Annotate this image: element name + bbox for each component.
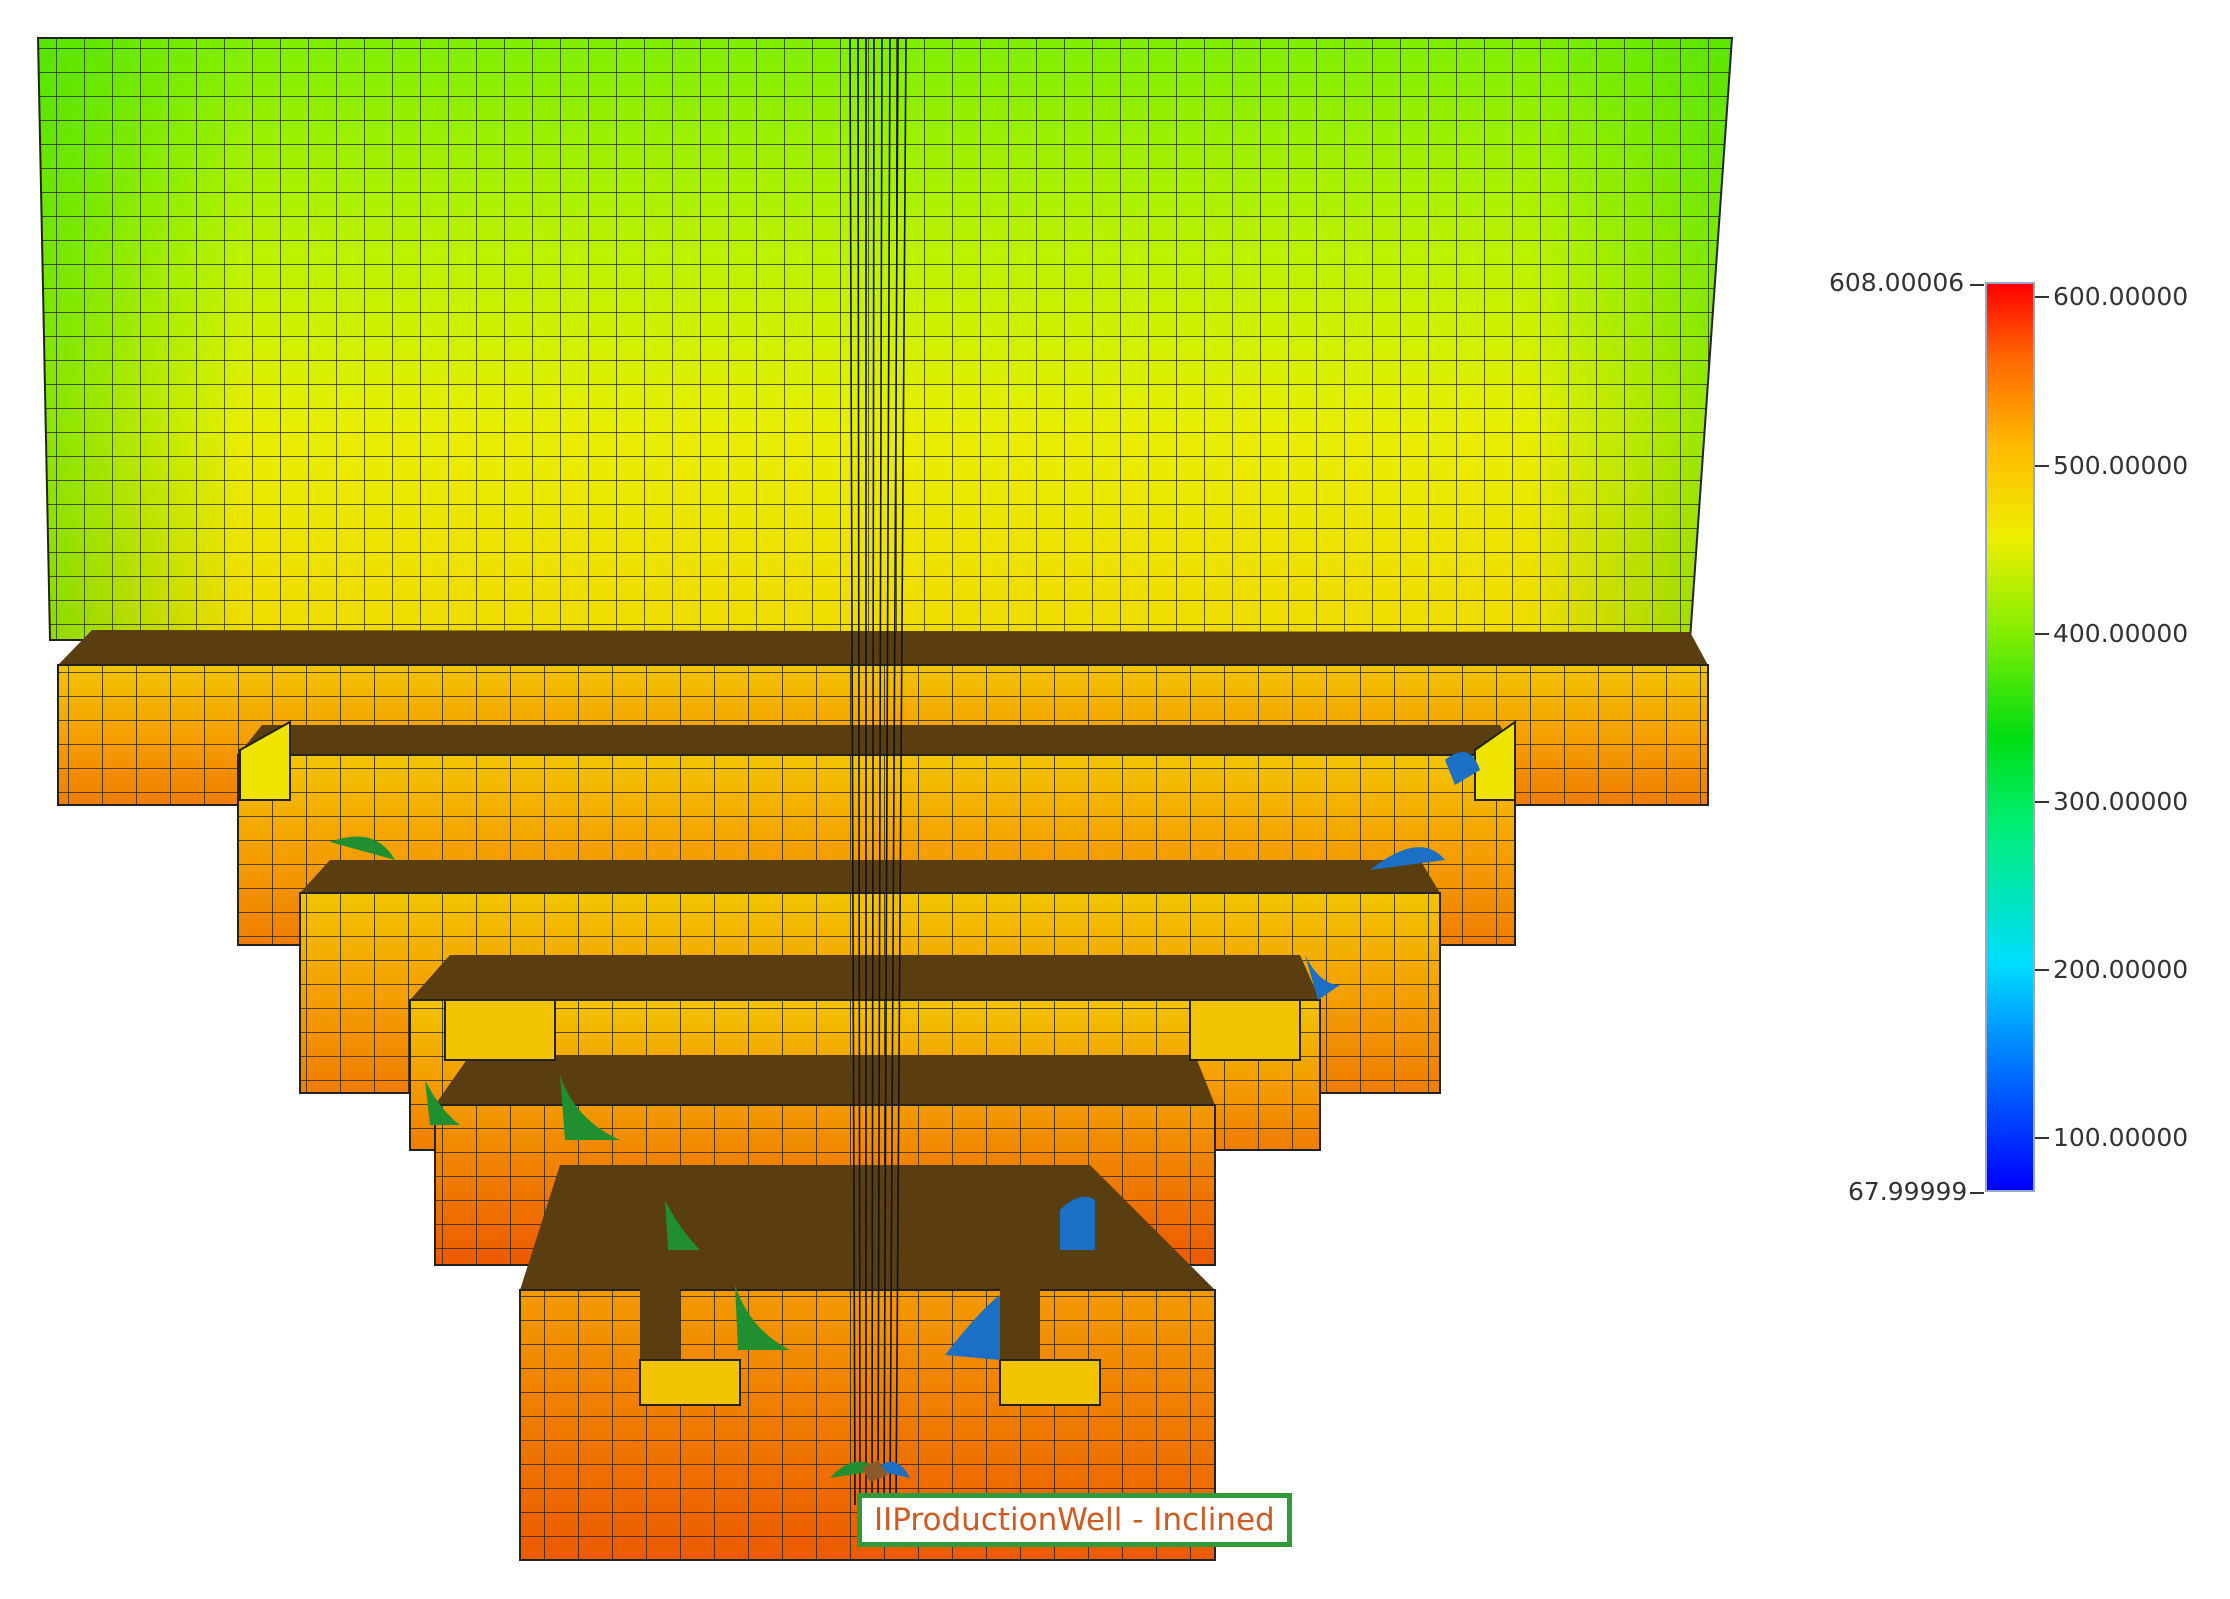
legend-min-tick [1970, 1192, 1984, 1194]
grid-tier-2 [237, 725, 1516, 946]
legend-tick-label: 100.00000 [2053, 1123, 2189, 1153]
well-trajectory-lines [849, 37, 907, 1506]
legend-tick-mark [2035, 800, 2049, 803]
legend-tick-mark [2035, 464, 2049, 467]
legend-tick-label: 400.00000 [2053, 618, 2189, 648]
legend-tick-label: 200.00000 [2053, 955, 2189, 985]
legend-min-label: 67.99999 [1848, 1177, 1968, 1206]
legend-max-label: 608.00006 [1829, 268, 1965, 297]
well-label[interactable]: IIProductionWell - Inclined [857, 1493, 1292, 1547]
legend-tick-mark [2035, 296, 2049, 299]
legend-tick-label: 300.00000 [2053, 786, 2189, 816]
raised-cells [239, 720, 1516, 1406]
legend-color-bar [1985, 282, 2035, 1192]
legend-tick-label: 600.00000 [2053, 282, 2189, 312]
legend-tick-label: 500.00000 [2053, 450, 2189, 480]
legend-tick-mark [2035, 1137, 2049, 1140]
well-markers [330, 752, 1480, 1482]
legend-max-tick [1970, 284, 1984, 286]
legend-tick-mark [2035, 969, 2049, 972]
upper-grid-face [36, 37, 1734, 641]
legend-tick-mark [2035, 632, 2049, 635]
